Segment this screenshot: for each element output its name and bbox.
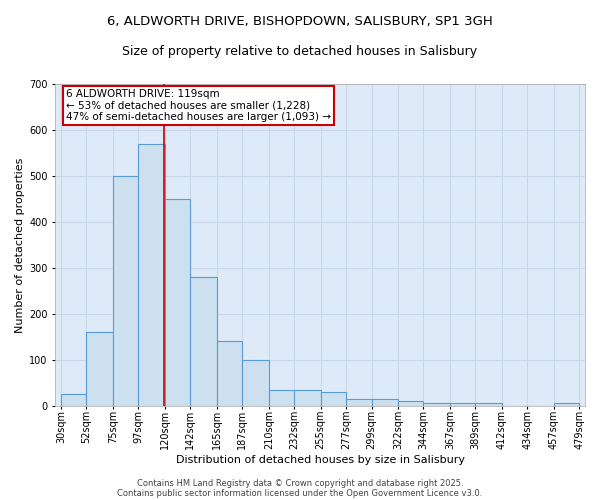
Text: 6 ALDWORTH DRIVE: 119sqm
← 53% of detached houses are smaller (1,228)
47% of sem: 6 ALDWORTH DRIVE: 119sqm ← 53% of detach… bbox=[66, 89, 331, 122]
Bar bbox=[450, 404, 475, 406]
Bar bbox=[475, 404, 502, 406]
Bar bbox=[294, 390, 321, 406]
Bar bbox=[217, 342, 242, 406]
Bar bbox=[86, 332, 113, 406]
Bar bbox=[321, 392, 346, 406]
Bar bbox=[398, 401, 424, 406]
Bar bbox=[165, 199, 190, 406]
Bar bbox=[190, 277, 217, 406]
Bar bbox=[269, 390, 294, 406]
Bar bbox=[424, 404, 450, 406]
Bar bbox=[346, 399, 371, 406]
Bar bbox=[61, 394, 86, 406]
Bar bbox=[371, 399, 398, 406]
Bar bbox=[554, 404, 579, 406]
Text: Contains HM Land Registry data © Crown copyright and database right 2025.: Contains HM Land Registry data © Crown c… bbox=[137, 478, 463, 488]
Text: Size of property relative to detached houses in Salisbury: Size of property relative to detached ho… bbox=[122, 45, 478, 58]
Text: Contains public sector information licensed under the Open Government Licence v3: Contains public sector information licen… bbox=[118, 488, 482, 498]
Bar bbox=[139, 144, 165, 406]
Bar bbox=[113, 176, 139, 406]
X-axis label: Distribution of detached houses by size in Salisbury: Distribution of detached houses by size … bbox=[176, 455, 464, 465]
Text: 6, ALDWORTH DRIVE, BISHOPDOWN, SALISBURY, SP1 3GH: 6, ALDWORTH DRIVE, BISHOPDOWN, SALISBURY… bbox=[107, 15, 493, 28]
Bar bbox=[242, 360, 269, 406]
Y-axis label: Number of detached properties: Number of detached properties bbox=[15, 157, 25, 332]
